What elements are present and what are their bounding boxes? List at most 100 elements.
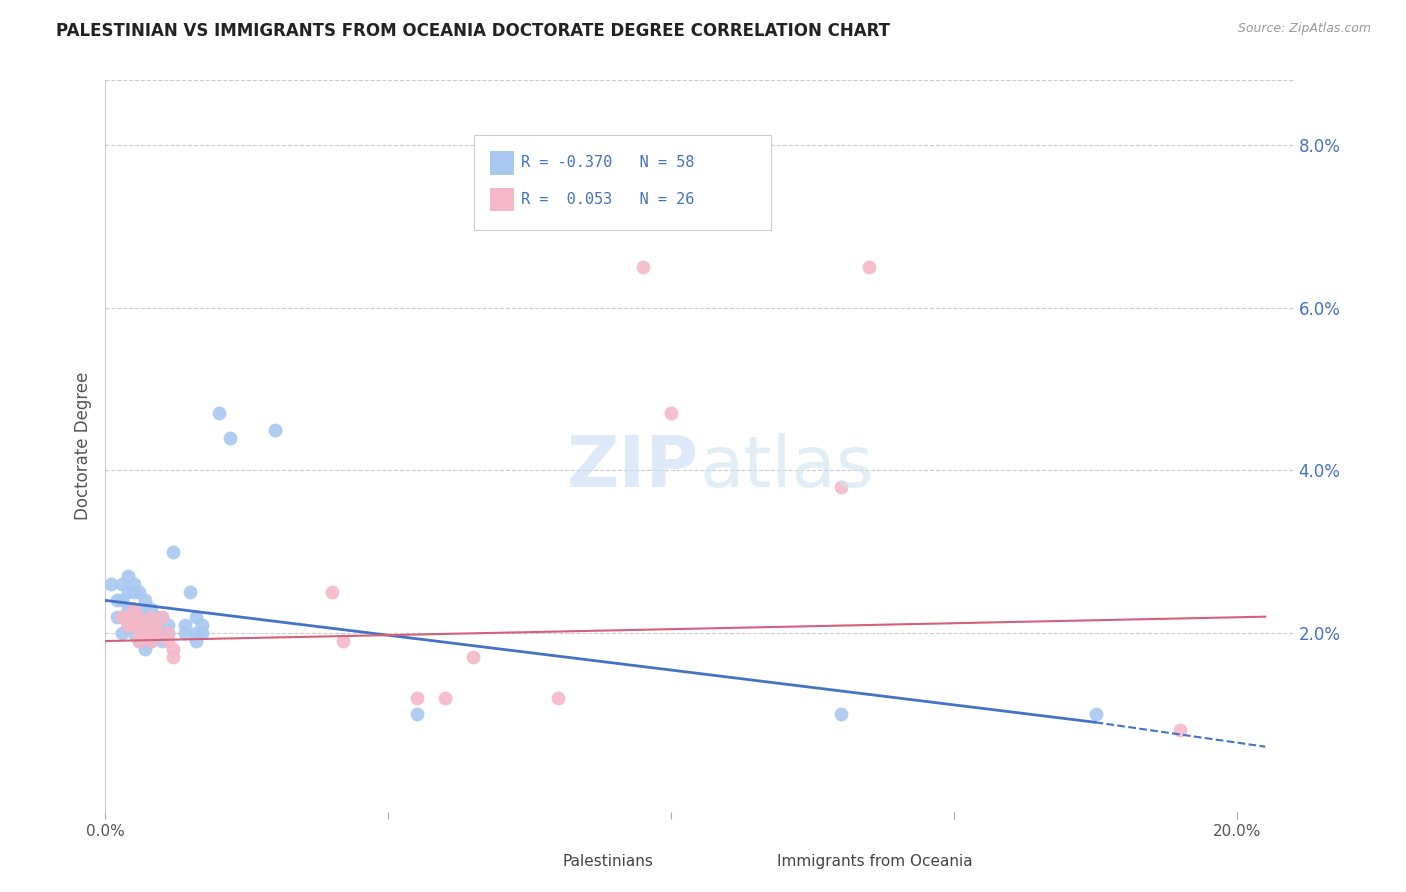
Point bbox=[463, 650, 485, 665]
Point bbox=[122, 601, 145, 615]
Point bbox=[128, 609, 150, 624]
Point bbox=[128, 617, 150, 632]
Point bbox=[100, 577, 122, 591]
Point bbox=[134, 593, 156, 607]
Point bbox=[173, 626, 195, 640]
Point bbox=[122, 626, 145, 640]
Point bbox=[117, 609, 139, 624]
FancyBboxPatch shape bbox=[474, 136, 770, 230]
Point bbox=[117, 617, 139, 632]
Point bbox=[190, 617, 212, 632]
Point bbox=[631, 260, 654, 275]
Point bbox=[134, 617, 156, 632]
Point bbox=[117, 601, 139, 615]
Point bbox=[117, 585, 139, 599]
Point bbox=[150, 634, 173, 648]
Point bbox=[145, 617, 167, 632]
Point bbox=[184, 634, 207, 648]
Point bbox=[659, 407, 682, 421]
Point bbox=[128, 601, 150, 615]
Point bbox=[134, 626, 156, 640]
Point bbox=[134, 642, 156, 657]
Point bbox=[111, 609, 134, 624]
FancyBboxPatch shape bbox=[740, 850, 772, 873]
Point bbox=[111, 577, 134, 591]
Y-axis label: Doctorate Degree: Doctorate Degree bbox=[73, 372, 91, 520]
Point bbox=[139, 634, 162, 648]
Point bbox=[156, 626, 179, 640]
Text: Immigrants from Oceania: Immigrants from Oceania bbox=[776, 854, 973, 869]
Point bbox=[156, 626, 179, 640]
Point bbox=[1084, 707, 1107, 722]
Point bbox=[150, 626, 173, 640]
Point bbox=[105, 609, 128, 624]
Point bbox=[162, 650, 184, 665]
Point bbox=[139, 634, 162, 648]
Point bbox=[405, 690, 427, 705]
Point bbox=[134, 617, 156, 632]
FancyBboxPatch shape bbox=[526, 850, 558, 873]
Point bbox=[122, 577, 145, 591]
Point bbox=[145, 617, 167, 632]
Point bbox=[128, 609, 150, 624]
Point bbox=[139, 617, 162, 632]
Point bbox=[122, 617, 145, 632]
Point bbox=[830, 480, 852, 494]
Point bbox=[173, 617, 195, 632]
Text: atlas: atlas bbox=[700, 434, 875, 502]
Point bbox=[332, 634, 354, 648]
Point bbox=[134, 609, 156, 624]
Point bbox=[145, 626, 167, 640]
Text: R =  0.053   N = 26: R = 0.053 N = 26 bbox=[522, 192, 695, 207]
Point bbox=[190, 626, 212, 640]
Point bbox=[156, 617, 179, 632]
Point bbox=[184, 609, 207, 624]
Point bbox=[858, 260, 880, 275]
Point bbox=[117, 569, 139, 583]
Point bbox=[150, 609, 173, 624]
Point bbox=[139, 626, 162, 640]
Point bbox=[128, 634, 150, 648]
Point bbox=[1170, 723, 1192, 738]
Point bbox=[122, 585, 145, 599]
Point bbox=[219, 431, 242, 445]
Point bbox=[264, 423, 287, 437]
FancyBboxPatch shape bbox=[491, 188, 515, 211]
Point bbox=[184, 626, 207, 640]
Point bbox=[117, 617, 139, 632]
Point bbox=[156, 634, 179, 648]
Point bbox=[128, 626, 150, 640]
Point bbox=[162, 544, 184, 558]
Point bbox=[134, 626, 156, 640]
Point bbox=[179, 585, 201, 599]
Point bbox=[122, 617, 145, 632]
Point bbox=[134, 634, 156, 648]
Point bbox=[111, 626, 134, 640]
Point bbox=[128, 634, 150, 648]
Point bbox=[122, 609, 145, 624]
Point bbox=[207, 407, 229, 421]
Point bbox=[139, 609, 162, 624]
Point bbox=[405, 707, 427, 722]
Point bbox=[111, 609, 134, 624]
Point bbox=[162, 642, 184, 657]
Point bbox=[150, 609, 173, 624]
Point bbox=[547, 690, 569, 705]
Point bbox=[111, 593, 134, 607]
Point bbox=[128, 626, 150, 640]
Point bbox=[433, 690, 456, 705]
Point bbox=[139, 626, 162, 640]
Point bbox=[128, 617, 150, 632]
Point bbox=[830, 707, 852, 722]
Point bbox=[145, 626, 167, 640]
Text: Palestinians: Palestinians bbox=[562, 854, 654, 869]
Point bbox=[105, 593, 128, 607]
Point bbox=[139, 601, 162, 615]
Point bbox=[117, 609, 139, 624]
Text: Source: ZipAtlas.com: Source: ZipAtlas.com bbox=[1237, 22, 1371, 36]
Text: ZIP: ZIP bbox=[567, 434, 700, 502]
Point bbox=[122, 601, 145, 615]
Point bbox=[321, 585, 343, 599]
Text: PALESTINIAN VS IMMIGRANTS FROM OCEANIA DOCTORATE DEGREE CORRELATION CHART: PALESTINIAN VS IMMIGRANTS FROM OCEANIA D… bbox=[56, 22, 890, 40]
Point bbox=[145, 609, 167, 624]
